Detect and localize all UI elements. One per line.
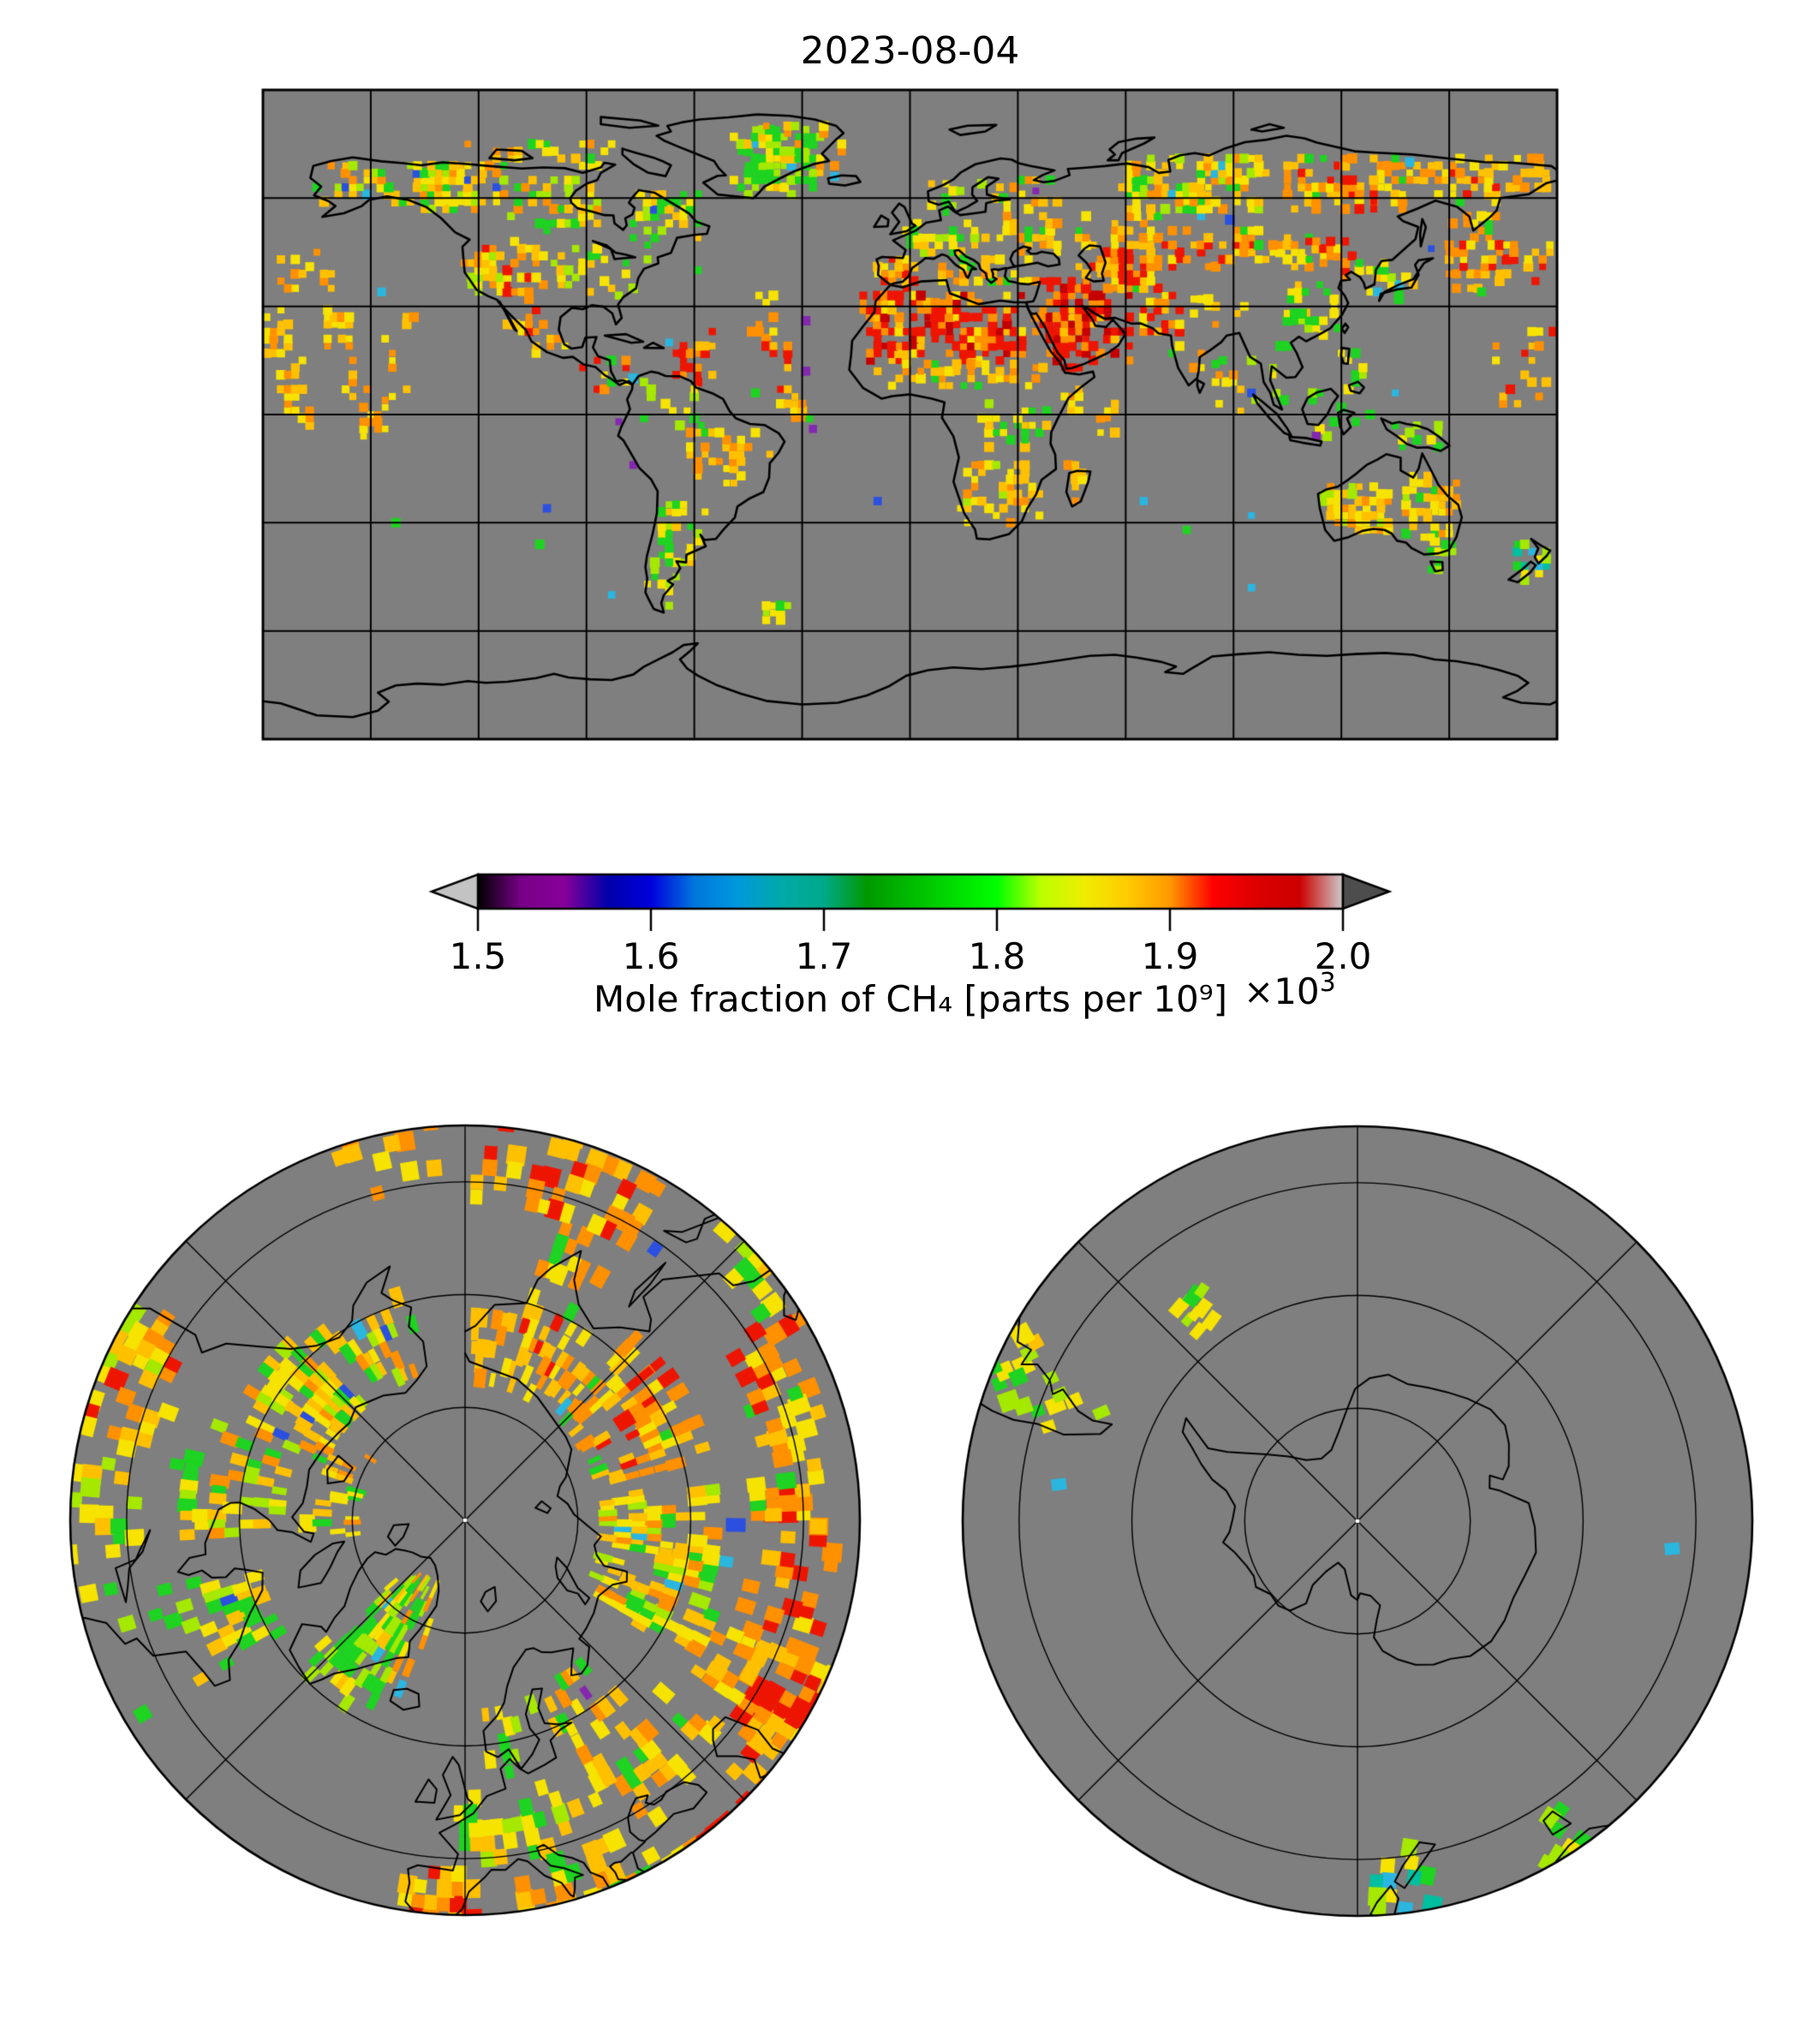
colorbar-offset-text: ×103	[1244, 968, 1336, 1012]
colorbar-tick-1-8: 1.8	[968, 935, 1026, 977]
colorbar-tick-1-5: 1.5	[449, 935, 507, 977]
colorbar-tick-1-6: 1.6	[622, 935, 680, 977]
colorbar-tick-1-7: 1.7	[795, 935, 853, 977]
colorbar-offset-exponent: 3	[1319, 968, 1336, 998]
colorbar-offset-base: ×10	[1244, 970, 1320, 1012]
colorbar-label: Mole fraction of CH₄ [parts per 10⁹]	[594, 978, 1227, 1020]
figure-title: 2023-08-04	[800, 29, 1020, 73]
colorbar-tick-2-0: 2.0	[1314, 935, 1372, 977]
colorbar-tick-1-9: 1.9	[1141, 935, 1199, 977]
